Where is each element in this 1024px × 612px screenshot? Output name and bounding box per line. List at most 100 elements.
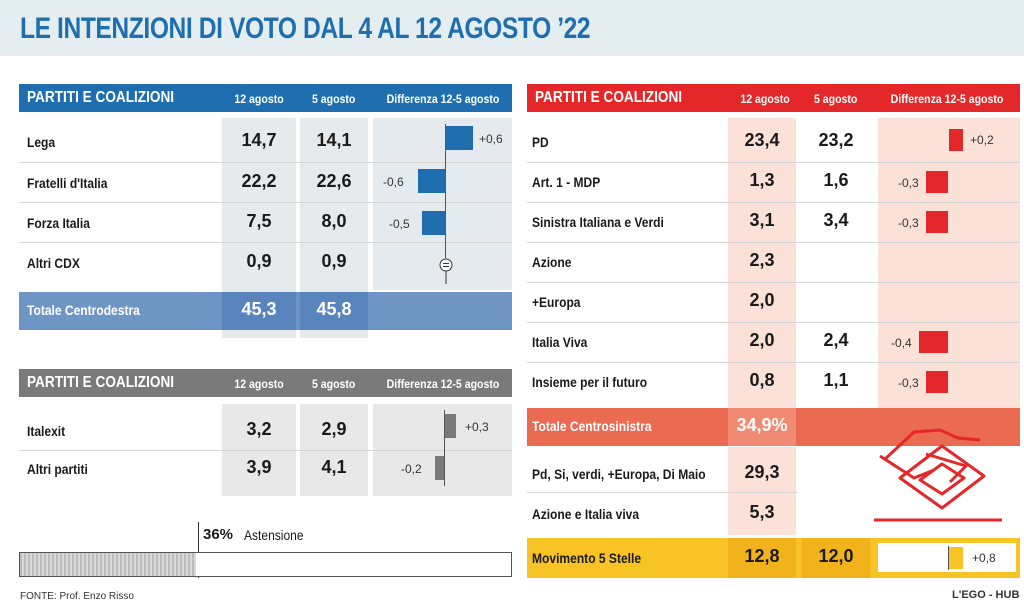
zero-axis [444, 410, 445, 486]
abstention-label: Astensione [244, 527, 304, 543]
m5s-col-12-shade [728, 538, 796, 578]
value-5: 1,6 [823, 170, 849, 190]
diff-bar [949, 129, 963, 151]
row-separator [527, 362, 1020, 363]
abstention-divider [198, 522, 199, 578]
row-separator [527, 492, 797, 493]
m5s-col-5-shade [802, 538, 870, 578]
value-12: 0,8 [749, 370, 775, 390]
diff-label: -0,3 [898, 176, 919, 190]
diff-label: +0,6 [479, 132, 503, 146]
row-separator [19, 202, 512, 203]
party-name: +Europa [532, 294, 581, 310]
party-name: Altri partiti [27, 461, 88, 477]
diff-label: -0,3 [898, 376, 919, 390]
value-12: 3,9 [246, 457, 272, 477]
diff-label: +0,3 [465, 420, 489, 434]
col-diff-shade [878, 118, 1020, 408]
diff-bar [418, 169, 445, 193]
value-5: 8,0 [321, 211, 347, 231]
equal-icon [439, 258, 453, 284]
total-name: Totale Centrosinistra [532, 418, 652, 434]
value-5: 2,9 [321, 419, 347, 439]
value-12: 2,0 [749, 290, 775, 310]
value-5: 14,1 [316, 130, 352, 150]
m5s-name: Movimento 5 Stelle [532, 550, 642, 566]
table-header-cdx: PARTITI E COALIZIONI 12 agosto 5 agosto … [19, 84, 512, 112]
header-col-diff: Differenza 12-5 agosto [386, 92, 500, 106]
row-separator [527, 202, 1020, 203]
row-separator [527, 242, 1020, 243]
total-value-12: 34,9% [736, 415, 788, 435]
value-5: 0,9 [321, 251, 347, 271]
total-value-5: 45,8 [316, 299, 352, 319]
diff-label: -0,3 [898, 216, 919, 230]
value-12: 2,0 [749, 330, 775, 350]
abstention-value: 36% [203, 526, 234, 543]
row-separator [527, 322, 1020, 323]
total-col-5-shade [300, 292, 368, 330]
table-header-altri: PARTITI E COALIZIONI 12 agosto 5 agosto … [19, 369, 512, 397]
total-value-12: 45,3 [241, 299, 277, 319]
page-title: LE INTENZIONI DI VOTO DAL 4 AL 12 AGOSTO… [20, 12, 591, 45]
party-name: Italia Viva [532, 334, 588, 350]
diff-bar [445, 414, 456, 438]
row-separator [19, 162, 512, 163]
header-label: PARTITI E COALIZIONI [27, 374, 175, 391]
header-col-12: 12 agosto [234, 92, 284, 106]
value-5: 1,1 [823, 370, 849, 390]
header-col-5: 5 agosto [311, 92, 356, 106]
party-name: Forza Italia [27, 215, 90, 231]
m5s-value-12: 12,8 [744, 546, 780, 566]
row-separator [527, 162, 1020, 163]
party-name: Pd, Si, verdi, +Europa, Di Maio [532, 466, 706, 482]
m5s-diff-label: +0,8 [972, 551, 996, 565]
diff-bar [446, 126, 473, 150]
party-name: Lega [27, 134, 56, 150]
diff-bar [919, 331, 948, 353]
value-12: 0,9 [246, 251, 272, 271]
party-name: Azione e Italia viva [532, 506, 640, 522]
total-col-12-shade [728, 408, 796, 446]
m5s-zero-axis [948, 546, 949, 570]
header-label: PARTITI E COALIZIONI [535, 89, 683, 106]
value-5: 2,4 [823, 330, 849, 350]
diff-label: +0,2 [970, 133, 994, 147]
m5s-diff-bar [949, 547, 963, 569]
header-col-5: 5 agosto [311, 377, 356, 391]
abstention-bar-fill [20, 553, 196, 576]
value-12: 5,3 [749, 502, 775, 522]
header-label: PARTITI E COALIZIONI [27, 89, 175, 106]
value-5: 23,2 [818, 130, 854, 150]
publisher-credit: L'EGO - HUB [952, 589, 1020, 601]
diff-bar [435, 456, 444, 480]
header-col-5: 5 agosto [813, 92, 858, 106]
party-name: Insieme per il futuro [532, 374, 648, 390]
value-12: 7,5 [246, 211, 272, 231]
m5s-value-5: 12,0 [818, 546, 854, 566]
party-name: Azione [532, 254, 572, 270]
value-5: 3,4 [823, 210, 849, 230]
value-12: 29,3 [744, 462, 780, 482]
row-separator [19, 242, 512, 243]
diff-bar [422, 211, 445, 235]
value-12: 22,2 [241, 171, 277, 191]
party-name: Sinistra Italiana e Verdi [532, 214, 664, 230]
m5s-diff-box [878, 543, 1016, 572]
party-name: Fratelli d'Italia [27, 175, 108, 191]
value-5: 4,1 [321, 457, 347, 477]
value-12: 14,7 [241, 130, 277, 150]
row-separator [527, 282, 1020, 283]
total-col-12-shade [222, 292, 296, 330]
party-name: PD [532, 134, 549, 150]
header-col-12: 12 agosto [234, 377, 284, 391]
source-note: FONTE: Prof. Enzo Risso [20, 591, 134, 602]
row-separator [19, 450, 512, 451]
diff-bar [926, 211, 948, 233]
total-name: Totale Centrodestra [27, 302, 140, 318]
diff-bar [926, 371, 948, 393]
diff-label: -0,2 [401, 462, 422, 476]
header-col-diff: Differenza 12-5 agosto [386, 377, 500, 391]
value-12: 3,1 [749, 210, 775, 230]
value-12: 1,3 [749, 170, 775, 190]
